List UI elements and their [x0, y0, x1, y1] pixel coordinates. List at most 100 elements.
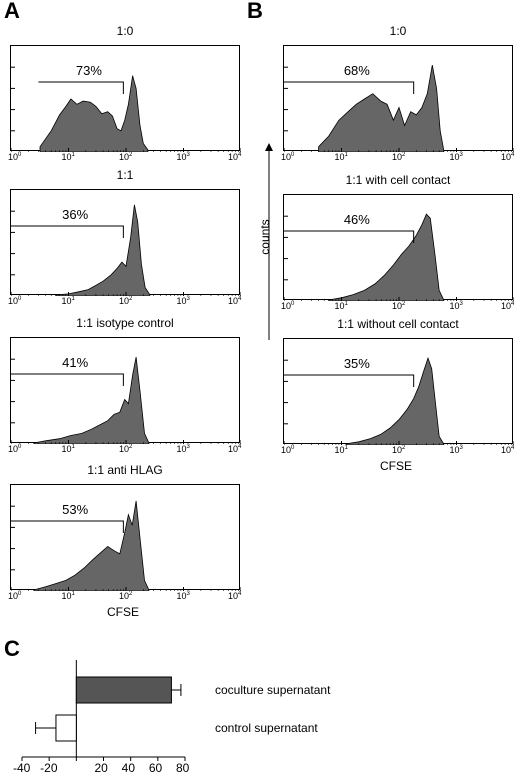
- x-tick-label: 104: [501, 152, 514, 162]
- x-tick-exponent: 1: [344, 301, 348, 307]
- histogram-plot: [10, 337, 241, 444]
- x-tick-label: 103: [450, 301, 463, 311]
- x-tick-exponent: 0: [18, 152, 22, 158]
- x-tick-label: 103: [177, 152, 190, 162]
- x-tick-label: 104: [501, 445, 514, 455]
- x-tick-base: 10: [119, 296, 130, 306]
- x-tick-label: 103: [177, 444, 190, 454]
- histogram-plot: [10, 484, 241, 591]
- x-tick-exponent: 0: [291, 445, 295, 451]
- gate-percent-label: 35%: [343, 356, 370, 371]
- x-tick-label: 100: [8, 296, 21, 306]
- histogram-area: [318, 65, 445, 152]
- gate-percent-label: 73%: [75, 63, 102, 78]
- x-tick-label: 103: [450, 152, 463, 162]
- x-tick-label: 103: [450, 445, 463, 455]
- x-tick-label: 101: [62, 296, 75, 306]
- x-tick-label: 100: [8, 591, 21, 601]
- histogram-title: 1:0: [389, 24, 407, 38]
- panel-letter-a: A: [4, 0, 20, 23]
- gate-bracket: [11, 225, 124, 238]
- x-tick-label: 104: [228, 591, 241, 601]
- x-tick-label: 101: [335, 445, 348, 455]
- bar-category-label: coculture supernatant: [215, 683, 331, 697]
- bar-chart-c: -40 -20 20 40 60 80 coculture supernatant contr…: [0, 660, 520, 778]
- histogram-title: 1:1 with cell contact: [345, 173, 451, 187]
- x-tick-label: 104: [228, 296, 241, 306]
- x-tick-label: 40: [121, 761, 136, 775]
- x-tick-exponent: 2: [129, 591, 133, 597]
- x-tick-label: 100: [8, 152, 21, 162]
- x-tick-base: 10: [281, 152, 292, 162]
- x-tick-label: 100: [8, 444, 21, 454]
- x-tick-label: 100: [281, 445, 294, 455]
- x-tick-exponent: 4: [238, 591, 242, 597]
- x-tick-exponent: 0: [18, 296, 22, 302]
- histogram-plot: [283, 194, 514, 301]
- x-tick-base: 10: [334, 152, 345, 162]
- x-tick-label: 102: [392, 301, 405, 311]
- histogram-area: [55, 204, 151, 296]
- x-tick-exponent: 2: [402, 445, 406, 451]
- x-tick-base: 10: [176, 296, 187, 306]
- x-tick-label: 104: [228, 152, 241, 162]
- x-tick-exponent: 1: [71, 152, 75, 158]
- x-tick-base: 10: [176, 152, 187, 162]
- x-tick-base: 10: [228, 444, 239, 454]
- histogram-area: [328, 213, 445, 301]
- x-tick-label: 102: [119, 444, 132, 454]
- x-tick-label: 100: [281, 152, 294, 162]
- x-tick-label: 104: [228, 444, 241, 454]
- x-tick-exponent: 1: [344, 445, 348, 451]
- x-tick-base: 10: [61, 152, 72, 162]
- histogram-plot: [283, 338, 514, 445]
- x-tick-label: -20: [40, 761, 58, 775]
- x-tick-base: 10: [392, 445, 403, 455]
- x-tick-exponent: 1: [71, 444, 75, 450]
- gate-bracket: [284, 81, 415, 94]
- x-tick-exponent: 2: [129, 152, 133, 158]
- x-tick-exponent: 0: [18, 444, 22, 450]
- histogram-svg: [11, 357, 241, 444]
- x-tick-label: 102: [119, 591, 132, 601]
- x-tick-base: 10: [449, 301, 460, 311]
- x-tick-label: 100: [281, 301, 294, 311]
- histogram-area: [345, 356, 445, 445]
- histogram-svg: [11, 204, 241, 296]
- x-tick-base: 10: [449, 445, 460, 455]
- bar-category-label: control supernatant: [215, 721, 318, 735]
- x-tick-exponent: 2: [402, 301, 406, 307]
- x-tick-exponent: 4: [238, 444, 242, 450]
- x-tick-exponent: 4: [238, 152, 242, 158]
- gate-percent-label: 46%: [343, 212, 370, 227]
- histogram-plot: [10, 189, 241, 296]
- histogram-title: 1:1 without cell contact: [337, 317, 459, 331]
- x-tick-base: 10: [281, 301, 292, 311]
- x-tick-exponent: 4: [511, 445, 515, 451]
- x-tick-label: 103: [177, 296, 190, 306]
- x-tick-exponent: 4: [511, 301, 515, 307]
- gate-percent-label: 68%: [343, 63, 370, 78]
- x-tick-exponent: 4: [238, 296, 242, 302]
- gate-bracket: [11, 373, 124, 386]
- x-tick-base: 10: [119, 152, 130, 162]
- gate-bracket: [38, 81, 124, 94]
- x-tick-base: 10: [501, 445, 512, 455]
- x-tick-label: -40: [13, 761, 31, 775]
- x-tick-base: 10: [61, 444, 72, 454]
- x-tick-exponent: 3: [459, 445, 463, 451]
- x-tick-exponent: 0: [291, 301, 295, 307]
- x-tick-base: 10: [281, 445, 292, 455]
- histogram-title: 1:0: [116, 24, 134, 38]
- x-tick-base: 10: [334, 445, 345, 455]
- x-tick-label: 20: [94, 761, 108, 775]
- x-tick-base: 10: [228, 591, 239, 601]
- x-tick-base: 10: [61, 591, 72, 601]
- histogram-title: 1:1: [116, 168, 134, 182]
- x-tick-exponent: 0: [18, 591, 22, 597]
- x-tick-exponent: 4: [511, 152, 515, 158]
- x-tick-base: 10: [176, 591, 187, 601]
- counts-axis-label: counts: [258, 219, 272, 255]
- x-tick-exponent: 3: [459, 301, 463, 307]
- x-tick-label: 101: [335, 152, 348, 162]
